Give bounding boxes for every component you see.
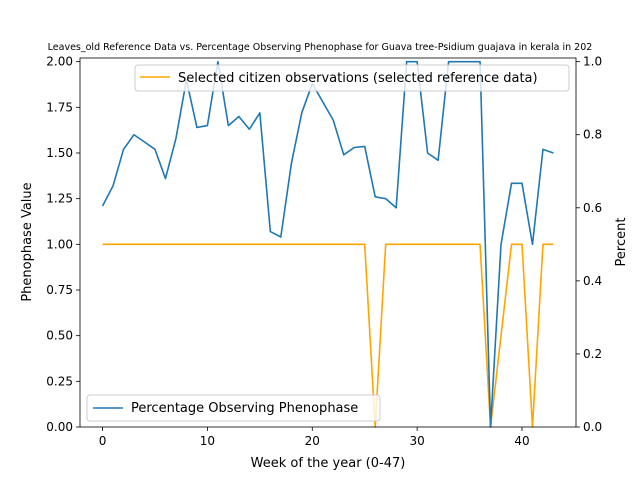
y-left-tick-label: 0.25: [46, 374, 73, 388]
legend-bottom-box: [86, 394, 381, 422]
series-line-0: [102, 243, 554, 428]
y-axis-left-label: Phenophase Value: [20, 182, 35, 301]
x-axis-label: Week of the year (0-47): [251, 456, 406, 471]
y-left-tick-label: 2.00: [46, 55, 73, 69]
chart-title: Leaves_old Reference Data vs. Percentage…: [48, 42, 593, 53]
legend-bottom: Percentage Observing Phenophase: [86, 394, 381, 422]
legend-top: Selected citizen observations (selected …: [134, 64, 570, 92]
y-left-tick-label: 1.75: [46, 100, 73, 114]
legend-top-box: [134, 64, 570, 92]
x-tick-label: 30: [409, 434, 424, 448]
y-left-tick-label: 1.50: [46, 146, 73, 160]
y-right-tick-label: 0.2: [583, 347, 602, 361]
y-right-tick-label: 0.6: [583, 201, 602, 215]
legend-top-label: Selected citizen observations (selected …: [178, 71, 538, 86]
y-right-tick-label: 0.4: [583, 274, 602, 288]
y-left-tick-label: 0.00: [46, 420, 73, 434]
y-left-tick-label: 1.00: [46, 237, 73, 251]
y-left-tick-label: 0.50: [46, 329, 73, 343]
x-tick-label: 20: [305, 434, 320, 448]
y-axis-right: 0.0 0.2 0.4 0.6 0.8 1.0: [576, 55, 602, 434]
y-axis-right-label: Percent: [614, 218, 629, 267]
series-line-1: [101, 60, 554, 428]
y-axis-left: 0.00 0.25 0.50 0.75 1.00 1.25 1.50 1.75 2.00: [46, 55, 80, 434]
x-axis: 0 10 20 30 40: [99, 427, 530, 448]
y-left-tick-label: 0.75: [46, 283, 73, 297]
y-right-tick-label: 0.0: [583, 420, 602, 434]
legend-bottom-label: Percentage Observing Phenophase: [131, 401, 358, 416]
x-tick-label: 10: [200, 434, 215, 448]
y-left-tick-label: 1.25: [46, 192, 73, 206]
y-right-tick-label: 1.0: [583, 55, 602, 69]
plot-frame: [79, 57, 577, 428]
x-tick-label: 0: [99, 434, 107, 448]
x-tick-label: 40: [514, 434, 529, 448]
plot-lines: [101, 60, 554, 428]
y-right-tick-label: 0.8: [583, 128, 602, 142]
